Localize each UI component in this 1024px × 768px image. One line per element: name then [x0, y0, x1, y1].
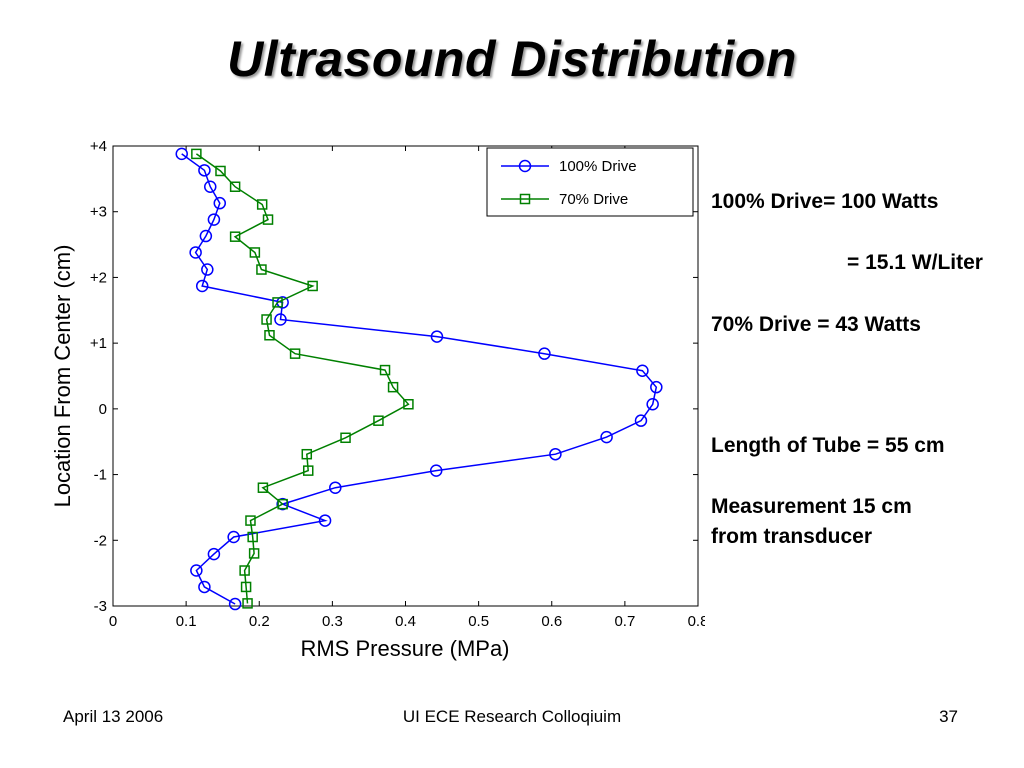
- y-axis-label: Location From Center (cm): [50, 245, 75, 508]
- series-70-drive-line: [195, 153, 410, 604]
- x-tick-label: 0.1: [176, 613, 197, 630]
- series-70-drive-point: [215, 165, 226, 177]
- series-70-drive-point: [247, 531, 258, 543]
- series-70-drive-point: [249, 247, 261, 258]
- series-100-drive-point: [538, 347, 551, 360]
- footer-event: UI ECE Research Colloqiuim: [402, 707, 622, 726]
- series-70-drive-point: [289, 348, 301, 359]
- series-100-drive-point: [195, 279, 209, 293]
- series-100-drive-point: [636, 364, 649, 377]
- y-tick-label: +1: [90, 335, 107, 352]
- note-100-drive-power: 100% Drive= 100 Watts: [711, 190, 939, 213]
- y-tick-label: +2: [90, 269, 107, 286]
- series-70-drive-point: [379, 364, 391, 376]
- series-100-drive-point: [549, 447, 562, 461]
- series-70-drive-point: [191, 148, 202, 160]
- series-100-drive-point: [199, 229, 213, 243]
- note-measurement: Measurement 15 cm: [711, 495, 912, 518]
- x-tick-label: 0.6: [541, 613, 562, 630]
- y-tick-label: +4: [90, 138, 107, 155]
- series-70-drive-point: [301, 448, 313, 460]
- series-100-drive-point: [201, 263, 214, 276]
- footer-page-number: 37: [939, 707, 958, 726]
- x-axis-label: RMS Pressure (MPa): [300, 636, 509, 661]
- series-100-drive-point: [175, 147, 188, 161]
- series-100-drive-point: [213, 196, 227, 210]
- x-tick-label: 0.7: [614, 613, 635, 630]
- series-70-drive-point: [245, 515, 256, 526]
- x-tick-label: 0.3: [322, 613, 343, 630]
- series-70-drive-point: [248, 548, 260, 559]
- x-tick-label: 0.5: [468, 613, 489, 630]
- series-70-drive-point: [307, 280, 318, 292]
- series-100-drive-point: [276, 497, 289, 511]
- series-100-drive-point: [329, 481, 342, 494]
- series-70-drive-point: [387, 381, 399, 393]
- series-70-drive-point: [302, 465, 314, 476]
- y-tick-label: -2: [94, 532, 107, 549]
- series-100-drive-point: [198, 164, 211, 177]
- footer-date: April 13 2006: [63, 707, 164, 726]
- note-70-drive-power: 70% Drive = 43 Watts: [711, 313, 921, 336]
- pressure-chart: 0 0.1 0.2 0.3 0.4 0.5 0.6 0.7 0.8 -3 -2 -1 0 +1 +2 +3 +4…: [50, 138, 705, 661]
- chart-marks: 0 0.1 0.2 0.3 0.4 0.5 0.6 0.7 0.8 -3 -2 -1 0 +1 +2 +3 +4…: [90, 138, 705, 630]
- legend-box: [486, 147, 694, 217]
- series-100-drive-point: [429, 464, 443, 477]
- series-100-drive-point: [634, 414, 648, 427]
- series-70-drive-point: [403, 399, 414, 410]
- plot-area: [112, 145, 699, 607]
- series-100-drive-point: [274, 313, 287, 326]
- series-100-drive-point: [189, 246, 202, 259]
- series-70-drive-point: [242, 598, 253, 609]
- y-tick-label: 0: [99, 401, 107, 418]
- series-100-drive-point: [198, 580, 211, 594]
- series-100-drive-point: [600, 430, 613, 444]
- series-70-drive-point: [262, 214, 274, 225]
- series-100-drive-point: [227, 530, 240, 544]
- series-100-drive-point: [646, 398, 659, 411]
- series-100-drive-point: [204, 180, 217, 193]
- series-100-drive-point: [318, 514, 332, 527]
- series-100-drive-point: [207, 547, 221, 561]
- y-tick-label: +3: [90, 204, 107, 221]
- y-tick-label: -3: [94, 598, 107, 615]
- legend-100-drive-marker: [518, 159, 532, 173]
- series-70-drive-point: [373, 415, 384, 426]
- series-100-drive-point: [190, 564, 203, 577]
- note-tube-length: Length of Tube = 55 cm: [711, 434, 945, 457]
- series-70-drive-point: [239, 565, 250, 576]
- series-70-drive-point: [257, 482, 269, 493]
- series-70-drive-point: [256, 199, 268, 210]
- series-100-drive-line: [181, 153, 658, 605]
- y-tick-label: -1: [94, 467, 107, 484]
- series-100-drive-point: [207, 213, 221, 226]
- series-70-drive-point: [277, 498, 288, 510]
- note-power-density: = 15.1 W/Liter: [847, 251, 983, 274]
- slide-title: Ultrasound Distribution: [227, 31, 797, 87]
- note-from-transducer: from transducer: [711, 525, 873, 548]
- series-70-drive-point: [229, 231, 241, 242]
- x-tick-label: 0: [109, 613, 117, 630]
- legend-70-drive-label: 70% Drive: [559, 191, 628, 208]
- x-tick-label: 0.4: [395, 613, 416, 630]
- series-70-drive-point: [229, 181, 241, 192]
- x-tick-label: 0.2: [249, 613, 270, 630]
- series-70-drive-point: [261, 314, 272, 325]
- series-100-drive-point: [430, 330, 444, 343]
- series-70-drive-point: [272, 297, 283, 308]
- legend-70-drive-marker: [519, 193, 531, 205]
- x-tick-label: 0.8: [688, 613, 705, 630]
- series-70-drive-point: [256, 264, 267, 275]
- series-70-drive-point: [240, 581, 252, 593]
- series-100-drive-point: [228, 597, 242, 611]
- series-70-drive-point: [340, 432, 351, 444]
- series-100-drive-point: [650, 380, 663, 394]
- series-70-drive-point: [264, 330, 275, 341]
- legend-100-drive-label: 100% Drive: [559, 158, 637, 175]
